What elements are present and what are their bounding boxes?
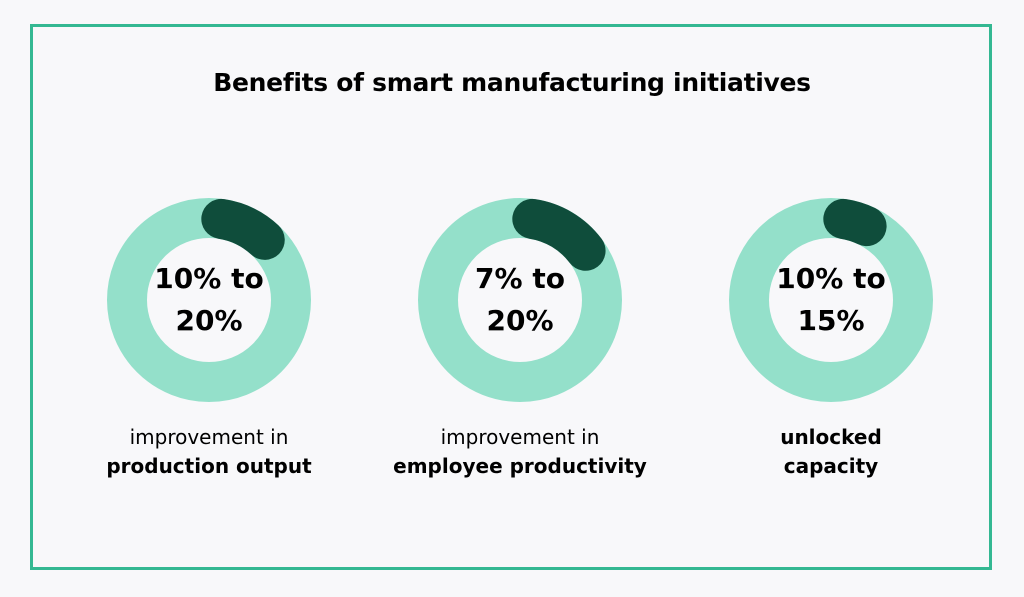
- stat-card-unlocked-capacity: 10% to 15% unlocked capacity: [681, 198, 981, 481]
- donut-highlight-arc: [512, 198, 606, 271]
- stat-caption: improvement in production output: [59, 423, 359, 481]
- caption-line-1: unlocked: [780, 425, 882, 449]
- range-start: 10% to: [154, 262, 264, 295]
- donut-svg: [729, 198, 933, 402]
- caption-bold: production output: [106, 454, 312, 478]
- donut-highlight-arc: [823, 198, 887, 247]
- donut-highlight-arc: [201, 198, 285, 260]
- range-start: 10% to: [776, 262, 886, 295]
- range-label: 10% to 20%: [107, 198, 311, 402]
- range-end: 20%: [486, 304, 554, 337]
- stat-caption: improvement in employee productivity: [370, 423, 670, 481]
- stat-card-employee-productivity: 7% to 20% improvement in employee produc…: [370, 198, 670, 481]
- infographic-frame: [30, 24, 992, 570]
- caption-line-2: capacity: [783, 454, 879, 478]
- range-label: 7% to 20%: [418, 198, 622, 402]
- stat-card-production-output: 10% to 20% improvement in production out…: [59, 198, 359, 481]
- caption-plain: improvement in: [440, 425, 600, 449]
- range-start: 7% to: [475, 262, 565, 295]
- caption-bold: employee productivity: [393, 454, 647, 478]
- infographic-title: Benefits of smart manufacturing initiati…: [213, 68, 811, 97]
- caption-plain: improvement in: [129, 425, 289, 449]
- donut-svg: [107, 198, 311, 402]
- stat-caption: unlocked capacity: [681, 423, 981, 481]
- donut-svg: [418, 198, 622, 402]
- range-end: 15%: [797, 304, 865, 337]
- donut-chart: 10% to 20%: [107, 198, 311, 402]
- range-end: 20%: [175, 304, 243, 337]
- donut-chart: 7% to 20%: [418, 198, 622, 402]
- range-label: 10% to 15%: [729, 198, 933, 402]
- donut-chart: 10% to 15%: [729, 198, 933, 402]
